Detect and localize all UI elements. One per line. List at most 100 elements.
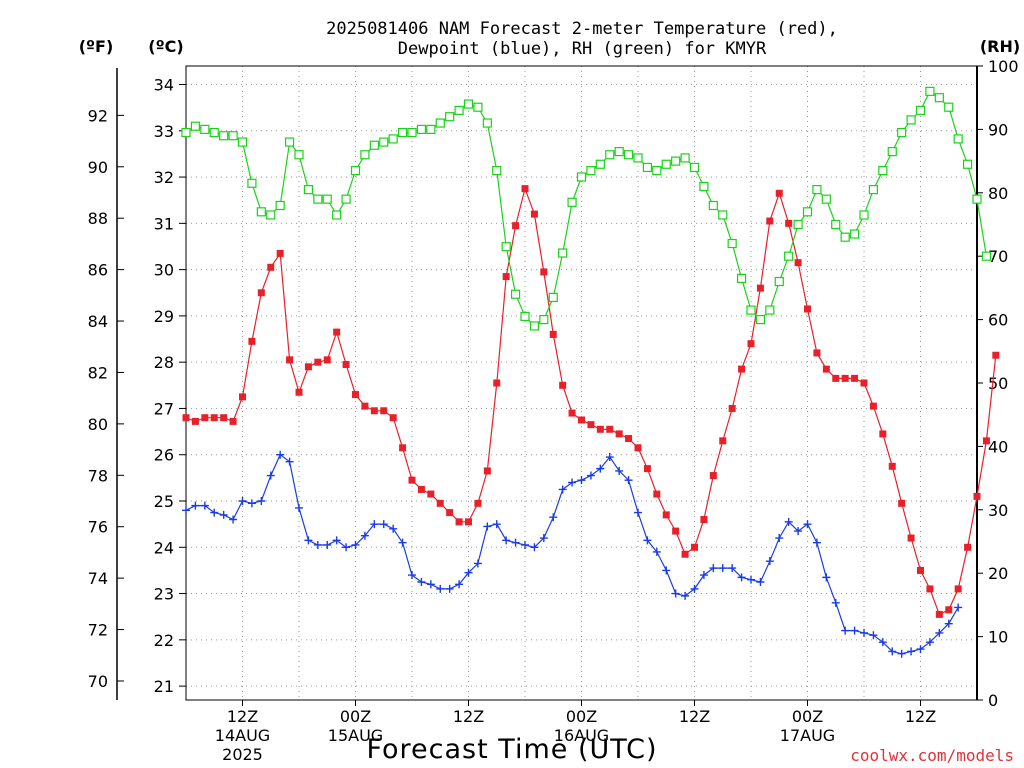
point-dewpoint xyxy=(549,513,558,522)
point-dewpoint xyxy=(370,520,379,529)
point-temperature xyxy=(785,219,793,227)
point-temperature xyxy=(596,425,604,433)
point-temperature xyxy=(917,566,924,574)
point-dewpoint xyxy=(596,464,605,473)
point-temperature xyxy=(606,425,614,433)
point-rh xyxy=(623,150,634,160)
point-temperature xyxy=(229,417,237,425)
point-temperature xyxy=(964,543,972,551)
point-temperature xyxy=(549,330,557,338)
point-temperature xyxy=(455,518,463,526)
point-dewpoint xyxy=(944,619,953,628)
tick-label-f: 92 xyxy=(88,106,108,125)
point-rh xyxy=(360,150,370,160)
point-dewpoint xyxy=(200,501,209,510)
point-rh xyxy=(247,178,257,188)
point-dewpoint xyxy=(634,508,642,517)
point-dewpoint xyxy=(304,536,313,545)
point-temperature xyxy=(427,490,435,498)
point-temperature xyxy=(653,490,661,498)
point-temperature xyxy=(634,444,642,452)
point-dewpoint xyxy=(784,517,793,526)
point-rh xyxy=(473,102,483,112)
point-rh xyxy=(906,115,916,125)
point-dewpoint xyxy=(389,524,398,533)
tick-label-rh: 10 xyxy=(988,628,1008,647)
point-dewpoint xyxy=(210,508,219,517)
tick-label-rh: 0 xyxy=(988,691,998,710)
point-temperature xyxy=(926,585,934,593)
point-dewpoint xyxy=(765,557,774,566)
point-temperature xyxy=(851,374,859,382)
point-dewpoint xyxy=(342,543,351,552)
point-dewpoint xyxy=(718,564,727,573)
point-rh xyxy=(416,124,427,135)
point-rh xyxy=(840,232,850,242)
point-temperature xyxy=(860,379,868,387)
point-temperature xyxy=(945,606,953,614)
point-temperature xyxy=(512,222,520,230)
point-rh xyxy=(633,153,643,163)
point-dewpoint xyxy=(577,476,586,485)
point-temperature xyxy=(465,518,472,526)
point-temperature xyxy=(352,391,359,399)
point-temperature xyxy=(643,465,651,473)
tick-label-c: 26 xyxy=(154,446,174,465)
point-rh xyxy=(510,289,521,299)
point-dewpoint xyxy=(831,598,840,607)
point-rh xyxy=(539,315,549,325)
point-rh xyxy=(652,166,662,176)
point-dewpoint xyxy=(436,584,445,593)
x-date-label: 16AUG xyxy=(554,726,609,745)
tick-label-rh: 20 xyxy=(988,564,1008,583)
point-temperature xyxy=(804,305,811,313)
point-temperature xyxy=(257,289,265,297)
point-temperature xyxy=(709,472,717,480)
point-rh xyxy=(228,131,238,141)
point-temperature xyxy=(587,421,595,429)
point-temperature xyxy=(992,351,1000,359)
point-rh xyxy=(661,159,671,169)
series-dewpoint xyxy=(182,450,963,658)
point-temperature xyxy=(304,363,312,371)
point-temperature xyxy=(747,340,755,348)
tick-label-rh: 30 xyxy=(988,501,1008,520)
point-rh xyxy=(642,162,653,173)
point-rh xyxy=(529,321,540,331)
point-dewpoint xyxy=(238,497,247,506)
point-temperature xyxy=(286,356,294,364)
point-rh xyxy=(887,146,897,157)
point-temperature xyxy=(201,414,209,422)
point-dewpoint xyxy=(276,450,285,459)
point-temperature xyxy=(766,217,774,225)
point-rh xyxy=(953,134,963,144)
axes xyxy=(116,65,983,706)
point-dewpoint xyxy=(464,568,473,577)
point-dewpoint xyxy=(671,589,680,598)
x-tick-label: 00Z xyxy=(792,707,823,726)
point-rh xyxy=(388,134,398,144)
point-dewpoint xyxy=(869,631,878,640)
point-dewpoint xyxy=(699,571,708,580)
point-rh xyxy=(275,200,285,211)
point-rh xyxy=(548,292,558,303)
point-temperature xyxy=(323,356,331,364)
point-dewpoint xyxy=(455,580,464,589)
point-dewpoint xyxy=(775,534,784,543)
point-dewpoint xyxy=(803,520,812,529)
point-temperature xyxy=(191,417,199,425)
point-rh xyxy=(981,251,992,261)
point-rh xyxy=(567,197,577,207)
source-credit: coolwx.com/models xyxy=(850,746,1014,765)
point-dewpoint xyxy=(191,501,200,510)
point-dewpoint xyxy=(313,540,322,549)
point-temperature xyxy=(879,430,887,438)
point-temperature xyxy=(210,414,218,422)
point-rh xyxy=(209,127,219,138)
point-rh xyxy=(708,200,718,211)
point-temperature xyxy=(775,189,783,197)
point-rh xyxy=(944,102,954,112)
point-dewpoint xyxy=(737,573,746,582)
point-temperature xyxy=(220,414,228,422)
point-dewpoint xyxy=(615,466,624,475)
